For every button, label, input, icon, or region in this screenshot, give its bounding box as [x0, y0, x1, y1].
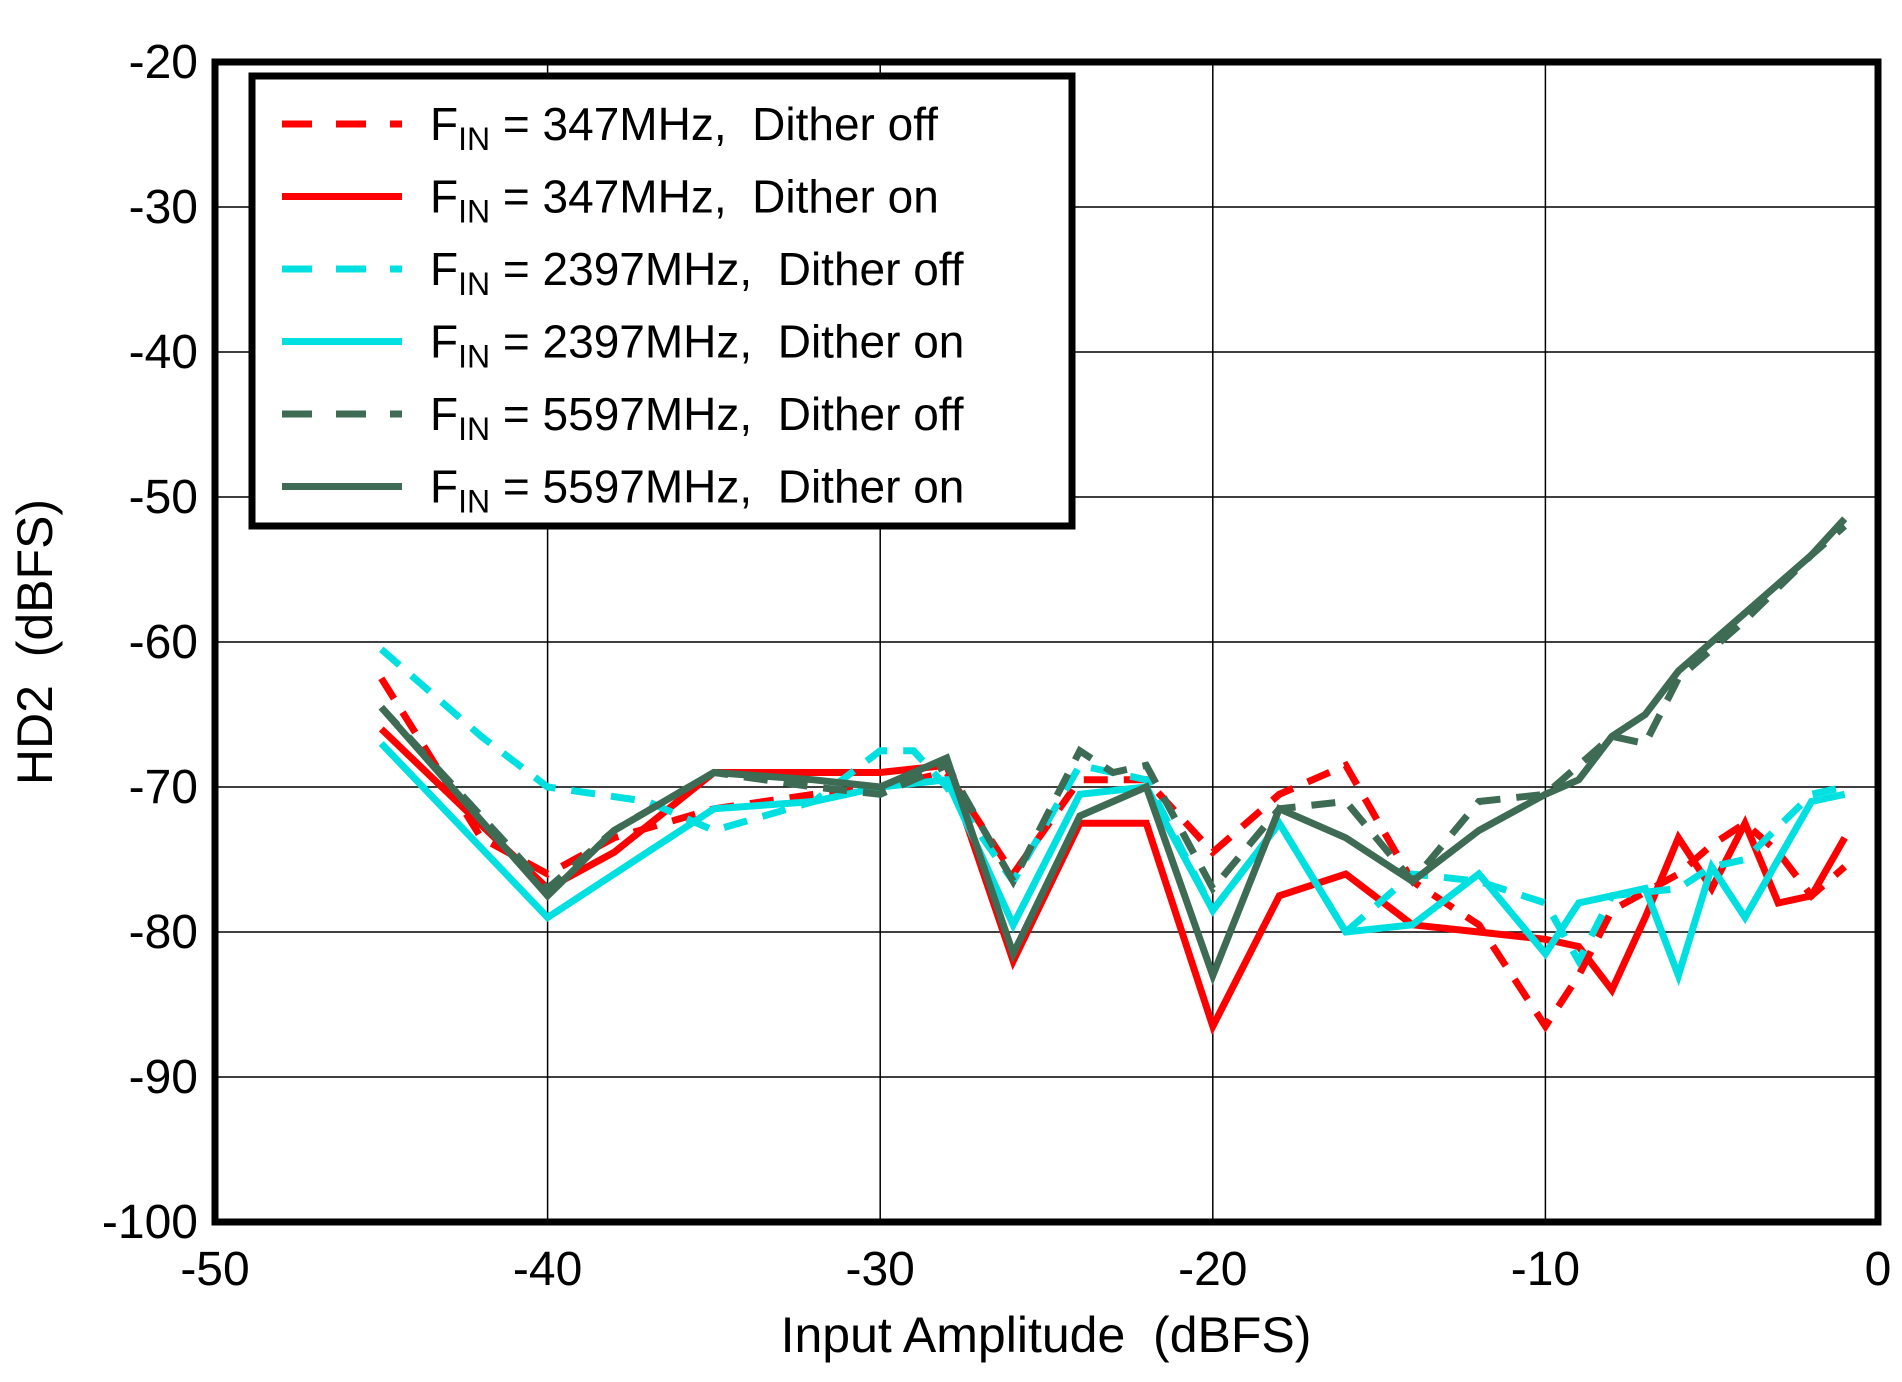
series-line-fin-347mhz-dither-on [378, 726, 1848, 1036]
x-tick-label: 0 [1865, 1243, 1892, 1296]
series-layer [378, 516, 1848, 1036]
y-tick-label: -90 [129, 1051, 198, 1104]
legend: FIN = 347MHz, Dither off FIN = 347MHz, Di… [248, 72, 1076, 530]
plot-border [211, 58, 1882, 1226]
y-tick-label: -100 [102, 1196, 198, 1249]
legend-label-fin-5597mhz-dither-on: FIN = 5597MHz, Dither on [430, 461, 964, 520]
series-line-fin-5597mhz-dither-on [378, 516, 1848, 986]
legend-label-fin-2397mhz-dither-off: FIN = 2397MHz, Dither off [430, 243, 964, 302]
x-tick-label: -20 [1178, 1243, 1247, 1296]
series-line-fin-5597mhz-dither-off [378, 523, 1848, 895]
y-axis-label: HD2 (dBFS) [7, 499, 63, 785]
legend-label-fin-2397mhz-dither-on: FIN = 2397MHz, Dither on [430, 316, 964, 375]
y-tick-label: -30 [129, 181, 198, 234]
legend-box [248, 72, 1076, 530]
tick-labels: -50 -40 -30 -20 -10 0-100-90-80-70-60-50-40-3… [102, 36, 1891, 1296]
x-tick-label: -50 [180, 1243, 249, 1296]
y-tick-label: -50 [129, 471, 198, 524]
x-tick-label: -30 [846, 1243, 915, 1296]
x-tick-label: -10 [1511, 1243, 1580, 1296]
series-line-fin-2397mhz-dither-on [378, 741, 1846, 987]
x-tick-label: -40 [513, 1243, 582, 1296]
legend-label-fin-347mhz-dither-off: FIN = 347MHz, Dither off [430, 98, 938, 157]
y-tick-label: -60 [129, 616, 198, 669]
y-tick-label: -40 [129, 326, 198, 379]
x-axis-label: Input Amplitude (dBFS) [781, 1307, 1312, 1363]
legend-label-fin-5597mhz-dither-off: FIN = 5597MHz, Dither off [430, 388, 964, 447]
legend-label-fin-347mhz-dither-on: FIN = 347MHz, Dither on [430, 171, 939, 230]
y-tick-label: -70 [129, 761, 198, 814]
y-tick-label: -80 [129, 906, 198, 959]
y-tick-label: -20 [129, 36, 198, 89]
